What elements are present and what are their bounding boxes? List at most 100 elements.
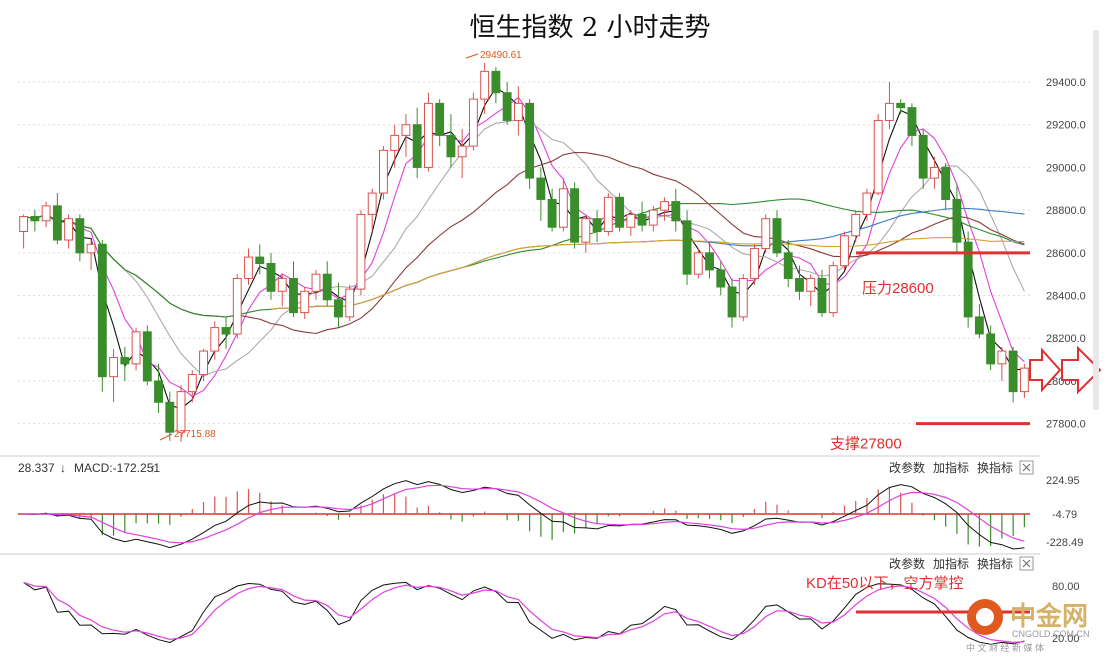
watermark: 中金网 CNGOLD.COM.CN 中 文 财 经 新 媒 体 xyxy=(966,599,1090,653)
candle xyxy=(120,346,130,381)
candle xyxy=(716,261,726,296)
kd-tick: 20.00 xyxy=(1052,633,1080,645)
high-marker: 29490.61 xyxy=(465,50,522,61)
candle xyxy=(1008,346,1018,403)
candle xyxy=(367,188,377,232)
candle xyxy=(918,129,928,189)
candle xyxy=(570,182,580,249)
candle xyxy=(19,214,29,249)
macd-dif-line xyxy=(23,480,1025,550)
candle xyxy=(941,163,951,211)
candle xyxy=(446,114,456,168)
candle xyxy=(131,327,141,371)
macd-label: MACD:-172.251 xyxy=(74,461,160,475)
candle xyxy=(536,167,546,221)
support-label: 支撑27800 xyxy=(830,436,902,453)
candle xyxy=(187,370,197,403)
kd-switch-indicator-button[interactable]: 换指标 xyxy=(977,556,1013,571)
kd-close-icon[interactable] xyxy=(1019,556,1034,571)
candle xyxy=(41,201,51,228)
candle xyxy=(109,348,119,403)
candle xyxy=(300,287,310,320)
arrow-icon xyxy=(1061,345,1102,395)
candle xyxy=(412,107,422,179)
resistance-label: 压力28600 xyxy=(862,280,934,297)
candle xyxy=(738,274,748,322)
kd-panel xyxy=(23,581,1025,645)
candle xyxy=(491,67,501,104)
arrow-icon xyxy=(1029,347,1062,393)
candle xyxy=(64,214,74,249)
candle xyxy=(750,244,759,285)
candle xyxy=(379,146,388,200)
scrollbar[interactable] xyxy=(1093,30,1099,410)
high-label: 29490.61 xyxy=(480,50,522,61)
candle xyxy=(929,156,939,189)
low-label: 27715.88 xyxy=(174,429,216,440)
candle xyxy=(199,348,208,381)
candle xyxy=(97,240,107,392)
candle xyxy=(277,274,287,307)
macd-tick: -4.79 xyxy=(1052,509,1077,521)
price-axis: 29400.0 29200.0 29000.0 28800.0 28600.0 28400… xyxy=(1046,77,1086,431)
ma-line xyxy=(23,198,1025,318)
macd-dea-line xyxy=(23,484,1025,544)
candle xyxy=(30,210,40,232)
candle xyxy=(963,231,973,328)
price-grid xyxy=(18,81,1030,425)
candle xyxy=(221,316,231,349)
kd-d-line xyxy=(23,581,1025,644)
candle xyxy=(525,99,535,189)
candle xyxy=(952,184,962,253)
macd-add-indicator-button[interactable]: 加指标 xyxy=(933,460,969,475)
candle xyxy=(390,124,400,168)
candle xyxy=(772,210,782,258)
price-tick: 28800.0 xyxy=(1046,205,1086,217)
macd-close-icon[interactable] xyxy=(1019,460,1034,475)
ma-line xyxy=(270,237,1025,310)
candlesticks xyxy=(19,62,1029,442)
price-tick: 27800.0 xyxy=(1046,419,1086,431)
candle xyxy=(435,99,445,147)
candle xyxy=(210,321,220,360)
candle xyxy=(480,62,490,115)
candle xyxy=(154,363,163,413)
price-tick: 28200.0 xyxy=(1046,333,1086,345)
candle xyxy=(885,82,894,129)
watermark-sub2: 中 文 财 经 新 媒 体 xyxy=(966,642,1044,653)
candle xyxy=(142,325,152,386)
candle xyxy=(637,201,647,232)
candle xyxy=(334,282,343,328)
kd-add-indicator-button[interactable]: 加指标 xyxy=(933,556,969,571)
candle xyxy=(626,210,636,236)
candle xyxy=(86,240,96,270)
low-marker: 27715.88 xyxy=(159,429,216,441)
candle xyxy=(502,82,512,125)
candle xyxy=(75,214,85,262)
candle xyxy=(356,210,366,296)
candle xyxy=(795,265,804,300)
candle xyxy=(176,385,186,442)
candle xyxy=(997,346,1007,381)
candle xyxy=(1019,363,1029,399)
candle xyxy=(873,114,883,196)
macd-tick: -228.49 xyxy=(1046,537,1083,549)
macd-value-label: 28.337 xyxy=(18,461,55,475)
candle xyxy=(907,103,917,147)
macd-switch-indicator-button[interactable]: 换指标 xyxy=(977,460,1013,475)
candle xyxy=(693,248,703,279)
price-tick: 28400.0 xyxy=(1046,291,1086,303)
candle xyxy=(783,240,793,287)
candle xyxy=(165,391,175,441)
candle xyxy=(705,242,714,279)
candle xyxy=(547,188,557,232)
candle xyxy=(345,284,355,322)
macd-down-arrow-icon: ↓ xyxy=(60,461,66,475)
chart-title: 恒生指数 2 小时走势 xyxy=(469,13,710,43)
macd-edit-params-button[interactable]: 改参数 xyxy=(889,460,925,475)
candle xyxy=(322,261,332,307)
candle xyxy=(255,244,265,275)
candle xyxy=(457,129,467,179)
kd-edit-params-button[interactable]: 改参数 xyxy=(889,556,925,571)
